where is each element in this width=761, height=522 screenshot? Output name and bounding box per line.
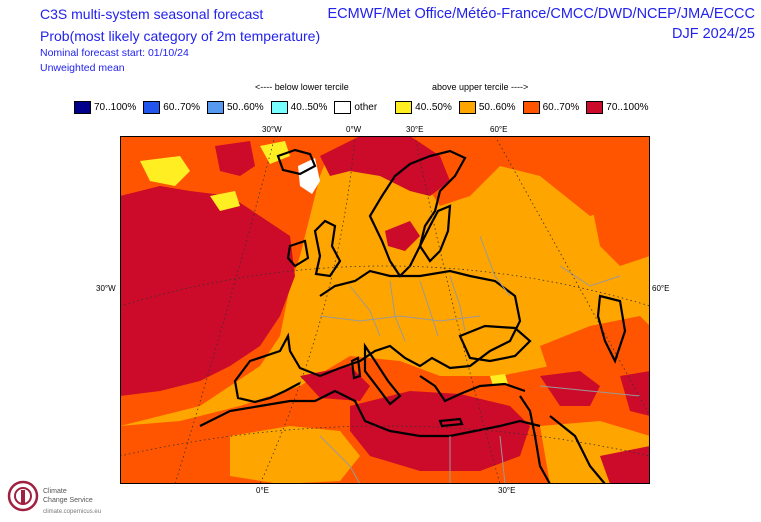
probability-field-yellow: [210, 191, 240, 211]
probability-field-red: [385, 221, 420, 251]
coastline-black-sea: [458, 324, 532, 363]
legend-above-tercile-label: above upper tercile ---->: [432, 82, 529, 92]
border: [449, 275, 466, 332]
coastline-middle-east: [519, 395, 551, 484]
grid-label-top-30w: 30°W: [262, 125, 282, 134]
coastline-crete: [438, 417, 464, 428]
legend-swatch: [395, 101, 413, 114]
probability-field-yellow: [490, 374, 508, 386]
grid-label-top-60e: 60°E: [490, 125, 508, 134]
border: [389, 280, 406, 342]
logo-line-1: Climate: [43, 488, 67, 495]
legend-item-label: 40..50%: [290, 102, 328, 113]
copernicus-logo-icon: [7, 480, 39, 512]
probability-field-red: [350, 391, 530, 471]
probability-field-red: [215, 141, 255, 176]
legend-item-label: 60..70%: [163, 102, 200, 113]
coastline-caspian: [596, 294, 627, 364]
grid-label-right-60e: 60°E: [652, 284, 670, 293]
coastlines: [199, 148, 627, 484]
border: [499, 435, 506, 484]
border: [559, 265, 621, 287]
border: [539, 385, 641, 397]
legend-item-label: 50..60%: [226, 102, 264, 113]
probability-field-red: [600, 446, 650, 484]
legend-below-tercile-label: <---- below lower tercile: [255, 82, 349, 92]
border: [479, 235, 511, 297]
meridian-30e: [414, 136, 501, 484]
legend-item-above-60-70: 60..70%: [522, 101, 580, 114]
grid-label-top-30e: 30°E: [406, 125, 424, 134]
legend-item-below-50-60: 50..60%: [206, 101, 264, 114]
legend-item-below-70-100: 70..100%: [74, 101, 136, 114]
coastline-corsica-sardinia: [350, 356, 362, 380]
weighting-label: Unweighted mean: [40, 62, 125, 74]
border: [319, 315, 481, 322]
providers-list: ECMWF/Met Office/Météo-France/CMCC/DWD/N…: [327, 6, 755, 22]
legend-swatch: [74, 101, 91, 114]
coastline-italy: [363, 342, 402, 406]
grid-label-bottom-0e: 0°E: [256, 486, 269, 495]
grid-label-bottom-30e: 30°E: [498, 486, 516, 495]
probability-field-dark-orange: [590, 186, 650, 266]
coastline-red-sea: [549, 415, 606, 484]
probability-field-red: [320, 136, 450, 196]
legend-swatch: [270, 101, 288, 114]
grid-label-left-30w: 30°W: [96, 284, 116, 293]
legend-item-other: other: [334, 101, 377, 114]
forecast-map: [120, 136, 650, 484]
coastline-sweden: [418, 204, 452, 263]
legend-item-label: 70..100%: [94, 102, 137, 113]
border: [319, 435, 361, 484]
legend-swatch: [522, 101, 540, 114]
coastline-europe: [233, 269, 522, 404]
graticule: [120, 136, 650, 484]
legend-item-above-40-50: 40..50%: [395, 101, 452, 114]
probability-field-yellow: [260, 141, 290, 164]
legend-swatch: [586, 101, 604, 114]
parallel-south: [120, 425, 650, 457]
legend: 70..100% 60..70% 50..60% 40..50% other 4…: [74, 101, 656, 114]
meridian-0: [259, 136, 356, 484]
probability-field-dark-orange: [540, 316, 650, 376]
legend-swatch: [206, 101, 224, 114]
legend-item-label: 40..50%: [415, 102, 452, 113]
legend-item-label: 70..100%: [606, 102, 649, 113]
coastline-scandinavia: [368, 149, 467, 278]
legend-item-below-60-70: 60..70%: [143, 101, 200, 114]
legend-swatch: [334, 101, 352, 114]
legend-item-above-50-60: 50..60%: [458, 101, 516, 114]
probability-field-dark-orange: [120, 136, 650, 426]
map-frame: [120, 136, 650, 484]
legend-item-above-70-100: 70..100%: [586, 101, 649, 114]
nominal-forecast-start: Nominal forecast start: 01/10/24: [40, 47, 189, 59]
legend-swatch: [143, 101, 161, 114]
probability-field-red: [120, 186, 295, 396]
border: [349, 285, 381, 337]
coastline-ireland: [286, 239, 310, 268]
title-line-1: C3S multi-system seasonal forecast: [40, 6, 264, 22]
logo-url: climate.copernicus.eu: [43, 509, 102, 515]
title-line-2: Prob(most likely category of 2m temperat…: [40, 28, 321, 44]
probability-field-yellow: [140, 156, 190, 186]
grid-label-top-0w: 0°W: [346, 125, 362, 134]
coastline-iceland: [276, 148, 317, 176]
coastline-greece-turkey: [419, 375, 526, 403]
country-borders: [319, 235, 641, 484]
legend-item-below-40-50: 40..50%: [270, 101, 328, 114]
legend-item-label: 50..60%: [478, 102, 516, 113]
probability-field-red: [620, 371, 650, 416]
legend-swatch: [458, 101, 476, 114]
coastline-north-africa: [199, 389, 541, 438]
legend-item-label: 60..70%: [542, 102, 580, 113]
season-label: DJF 2024/25: [671, 26, 755, 42]
probability-field-orange: [230, 426, 360, 484]
coastline-great-britain: [313, 219, 342, 278]
border: [419, 280, 439, 337]
legend-item-label: other: [354, 102, 378, 113]
logo-line-2: Change Service: [43, 497, 93, 504]
